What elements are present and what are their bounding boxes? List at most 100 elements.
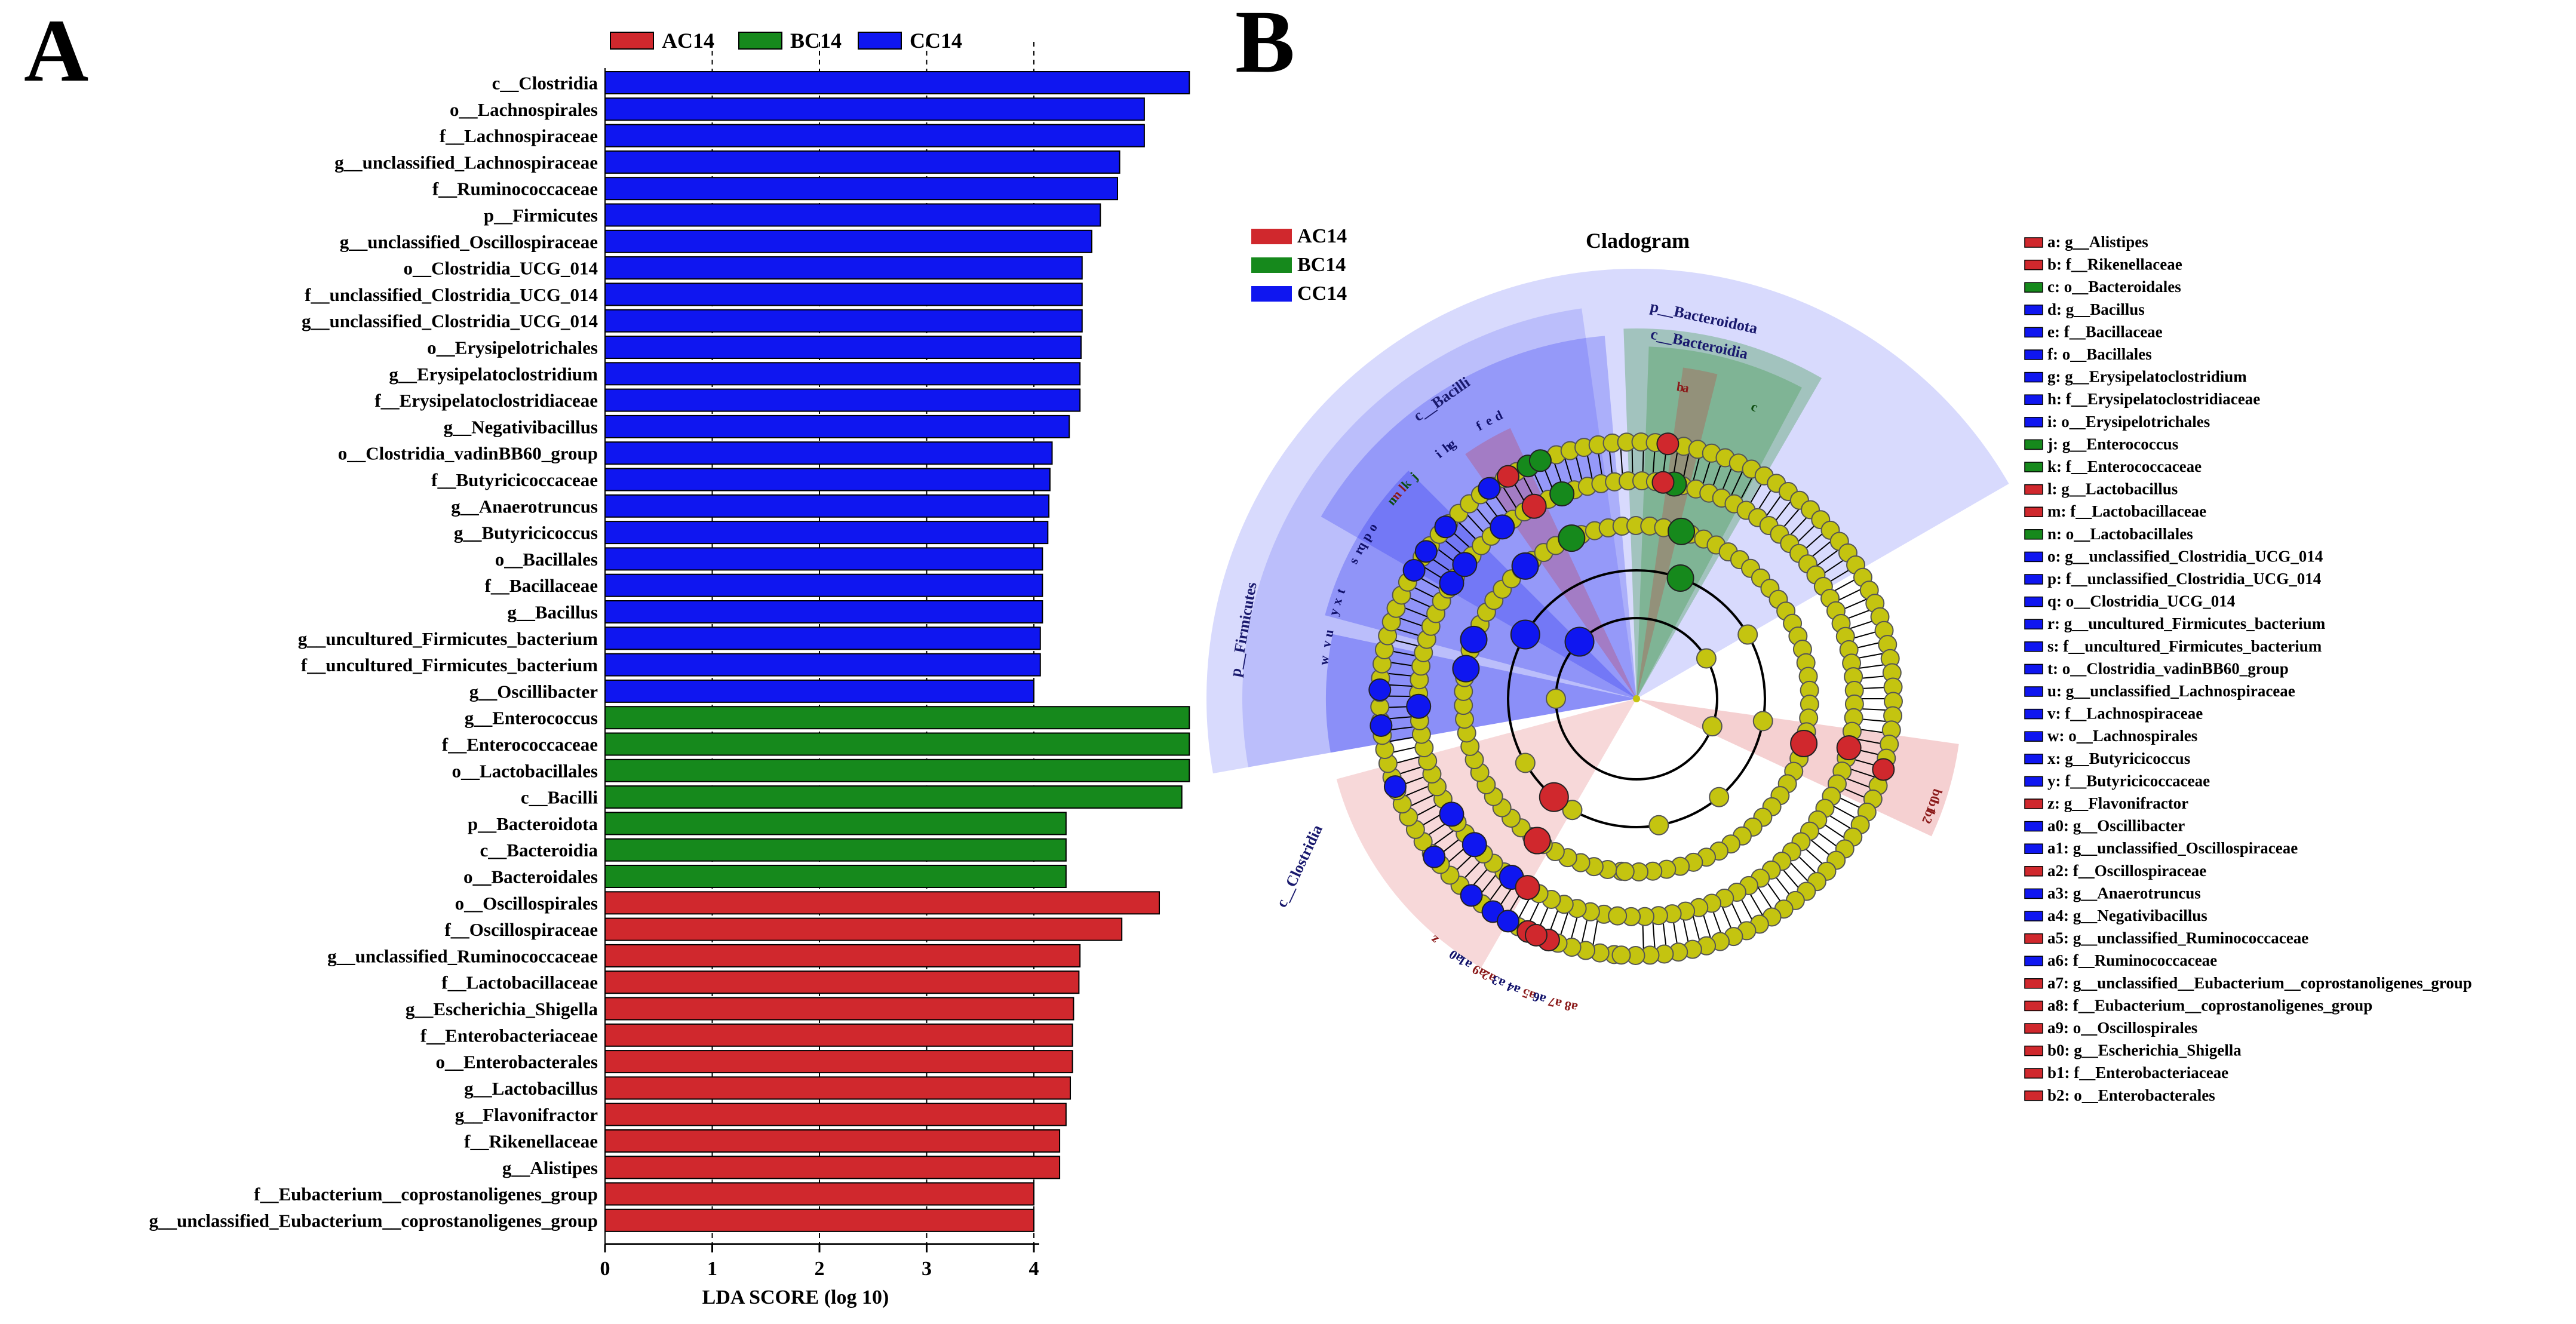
bar bbox=[604, 917, 1123, 941]
bar bbox=[604, 97, 1145, 121]
key-entry: q: o__Clostridia_UCG_014 bbox=[2047, 592, 2235, 610]
key-swatch bbox=[2024, 1068, 2043, 1079]
key-entry: k: f__Enterococcaceae bbox=[2047, 457, 2202, 475]
bar-label: g__Bacillus bbox=[507, 602, 598, 623]
clado-node bbox=[1515, 752, 1536, 773]
wedge-letter: a bbox=[1681, 380, 1690, 395]
key-entry: o: g__unclassified_Clostridia_UCG_014 bbox=[2047, 547, 2323, 565]
key-swatch bbox=[2024, 439, 2043, 450]
key-entry: a7: g__unclassified__Eubacterium__copros… bbox=[2047, 974, 2472, 992]
bar bbox=[604, 732, 1190, 756]
x-tick-label: 0 bbox=[600, 1258, 610, 1280]
key-entry: e: f__Bacillaceae bbox=[2047, 322, 2163, 340]
clado-node bbox=[1546, 689, 1566, 709]
bar bbox=[604, 865, 1067, 888]
key-swatch bbox=[2024, 708, 2043, 720]
biomarker-node-cc14 bbox=[1564, 626, 1595, 657]
panel-letter-a: A bbox=[24, 1, 88, 100]
bar-label: f__Eubacterium__coprostanoligenes_group bbox=[254, 1184, 598, 1205]
bar bbox=[604, 362, 1081, 386]
sector-erysipelotrichales bbox=[1325, 471, 1637, 699]
bar bbox=[604, 812, 1067, 835]
bar bbox=[604, 997, 1074, 1021]
biomarker-node-cc14 bbox=[1510, 619, 1540, 650]
key-swatch bbox=[2024, 1045, 2043, 1056]
key-entry: s: f__uncultured_Firmicutes_bacterium bbox=[2047, 637, 2322, 655]
clado-legend-label-bc14: BC14 bbox=[1297, 254, 1346, 276]
bar-label: g__Flavonifractor bbox=[455, 1104, 598, 1125]
panel-letter-b: B bbox=[1235, 0, 1295, 91]
bar bbox=[604, 573, 1043, 597]
bar-label: g__uncultured_Firmicutes_bacterium bbox=[298, 628, 598, 649]
wedge-letter: a8 bbox=[1563, 998, 1579, 1015]
bar-label: p__Firmicutes bbox=[484, 205, 598, 226]
key-swatch bbox=[2024, 529, 2043, 540]
legend-label-cc14: CC14 bbox=[910, 29, 962, 53]
wedge-letter: a7 bbox=[1547, 994, 1564, 1012]
bar bbox=[604, 653, 1041, 677]
key-swatch bbox=[2024, 686, 2043, 697]
bar bbox=[604, 679, 1034, 703]
legend-swatch-bc14 bbox=[738, 32, 782, 50]
key-swatch bbox=[2024, 237, 2043, 248]
bar-label: f__Enterococcaceae bbox=[442, 734, 598, 755]
key-entry: a1: g__unclassified_Oscillospiraceae bbox=[2047, 839, 2298, 857]
bar-label: g__Escherichia_Shigella bbox=[406, 999, 598, 1019]
x-axis-title: LDA SCORE (log 10) bbox=[702, 1286, 889, 1308]
biomarker-node-cc14 bbox=[1511, 552, 1539, 580]
biomarker-node-cc14 bbox=[1406, 693, 1432, 719]
biomarker-node-bc14 bbox=[1549, 481, 1575, 507]
wedge-letter: u bbox=[1321, 628, 1337, 638]
clado-legend-label-ac14: AC14 bbox=[1297, 225, 1347, 247]
bar-label: o__Lachnospirales bbox=[450, 99, 598, 120]
sector-oscillospirales bbox=[1336, 699, 1637, 968]
biomarker-node-bc14 bbox=[1666, 564, 1694, 592]
key-entry: b: f__Rikenellaceae bbox=[2047, 256, 2182, 274]
key-swatch bbox=[2024, 305, 2043, 315]
clado-legend-label-cc14: CC14 bbox=[1297, 282, 1347, 305]
bar bbox=[604, 203, 1101, 227]
clado-node bbox=[1648, 815, 1669, 835]
bar bbox=[604, 1182, 1034, 1206]
bar-label: f__Lachnospiraceae bbox=[440, 125, 598, 146]
bar-label: o__Oscillospirales bbox=[455, 893, 598, 914]
clado-node bbox=[1702, 716, 1723, 737]
biomarker-node-cc14 bbox=[1460, 884, 1483, 907]
bar-label: g__Anaerotruncus bbox=[451, 496, 598, 517]
biomarker-node-cc14 bbox=[1478, 477, 1501, 500]
biomarker-node-cc14 bbox=[1452, 552, 1478, 577]
clado-branch bbox=[1729, 466, 1745, 499]
x-tick-label: 2 bbox=[815, 1258, 825, 1280]
bar bbox=[604, 944, 1081, 967]
bar-label: o__Erysipelotrichales bbox=[427, 337, 598, 358]
biomarker-node-cc14 bbox=[1452, 655, 1480, 683]
bar-label: g__Lactobacillus bbox=[464, 1078, 598, 1099]
legend-label-bc14: BC14 bbox=[790, 29, 842, 53]
key-entry: c: o__Bacteroidales bbox=[2047, 278, 2181, 296]
bar-label: f__uncultured_Firmicutes_bacterium bbox=[301, 655, 598, 675]
key-entry: a0: g__Oscillibacter bbox=[2047, 817, 2185, 835]
sector-bacteroidia bbox=[1637, 346, 1802, 699]
key-entry: b2: o__Enterobacterales bbox=[2047, 1086, 2215, 1104]
biomarker-node-cc14 bbox=[1460, 625, 1488, 653]
key-swatch bbox=[2024, 888, 2043, 899]
key-swatch bbox=[2024, 371, 2043, 383]
key-swatch bbox=[2024, 866, 2043, 877]
legend-swatch-cc14 bbox=[858, 32, 902, 50]
biomarker-node-cc14 bbox=[1462, 832, 1487, 858]
bar-label: f__Bacillaceae bbox=[485, 575, 598, 596]
key-entry: a2: f__Oscillospiraceae bbox=[2047, 862, 2206, 880]
bar-label: f__Butyricicoccaceae bbox=[431, 469, 598, 490]
clado-legend-swatch-ac14 bbox=[1251, 229, 1292, 244]
x-tick-label: 1 bbox=[707, 1258, 717, 1280]
key-swatch bbox=[2024, 417, 2043, 428]
biomarker-node-ac14 bbox=[1656, 432, 1680, 456]
bar-label: f__Lactobacillaceae bbox=[441, 972, 598, 993]
key-swatch bbox=[2024, 462, 2043, 472]
bar bbox=[604, 256, 1083, 280]
bar-label: g__Negativibacillus bbox=[444, 416, 598, 437]
bar bbox=[604, 124, 1145, 148]
key-swatch bbox=[2024, 821, 2043, 832]
key-swatch bbox=[2024, 641, 2043, 652]
